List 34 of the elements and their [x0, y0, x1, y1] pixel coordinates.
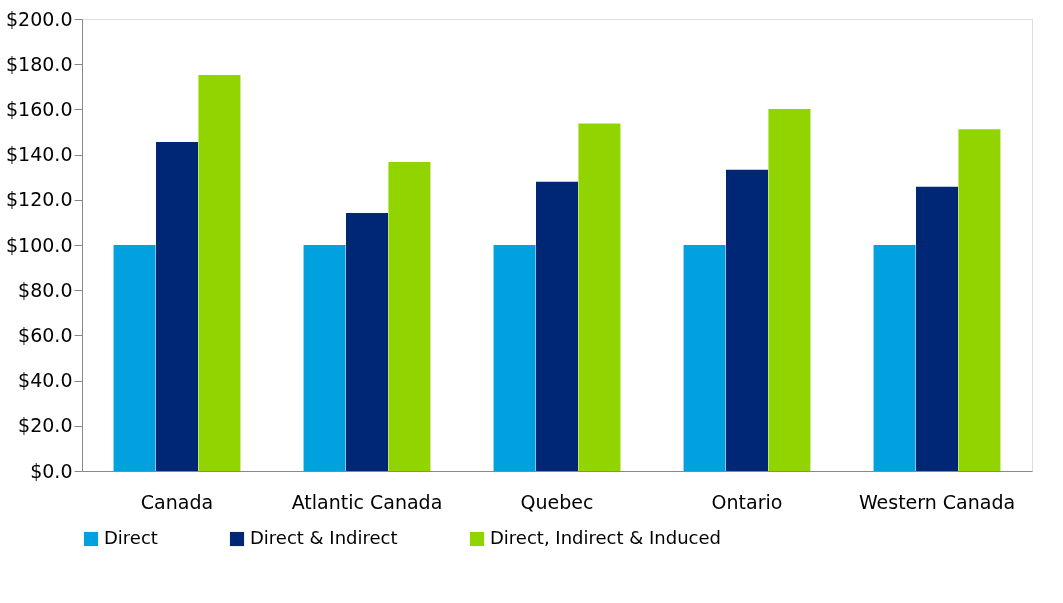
x-tick-label: Canada	[140, 490, 214, 513]
bar	[303, 245, 346, 471]
bar	[958, 129, 1001, 471]
y-tick-label: $80.0	[18, 278, 73, 301]
y-tick-label: $20.0	[18, 414, 73, 437]
y-tick-label: $160.0	[6, 97, 73, 120]
y-tick-label: $140.0	[6, 143, 73, 166]
bar	[493, 245, 536, 471]
bar	[346, 212, 388, 471]
bar	[578, 123, 621, 471]
y-tick-label: $60.0	[18, 323, 73, 346]
x-tick-label: Western Canada	[858, 490, 1016, 513]
y-tick-label: $200.0	[6, 7, 73, 30]
bar	[536, 181, 578, 471]
legend-label: Direct & Indirect	[250, 527, 398, 548]
bar	[683, 245, 726, 471]
y-tick-label: $0.0	[30, 459, 73, 482]
x-tick-label: Quebec	[520, 490, 594, 513]
y-tick-label: $100.0	[6, 233, 73, 256]
y-tick-label: $180.0	[6, 52, 73, 75]
bar	[156, 141, 198, 471]
bar	[198, 75, 241, 471]
bar	[768, 108, 811, 471]
legend-label: Direct, Indirect & Induced	[490, 527, 721, 548]
x-tick-label: Atlantic Canada	[291, 490, 443, 513]
bar	[873, 245, 916, 471]
y-tick-label: $120.0	[6, 188, 73, 211]
legend-label: Direct	[104, 527, 158, 548]
bar	[113, 245, 156, 471]
bar	[388, 162, 431, 471]
x-tick-label: Ontario	[711, 490, 783, 513]
y-tick-label: $40.0	[18, 369, 73, 392]
bar	[916, 186, 958, 471]
bar	[726, 169, 768, 471]
